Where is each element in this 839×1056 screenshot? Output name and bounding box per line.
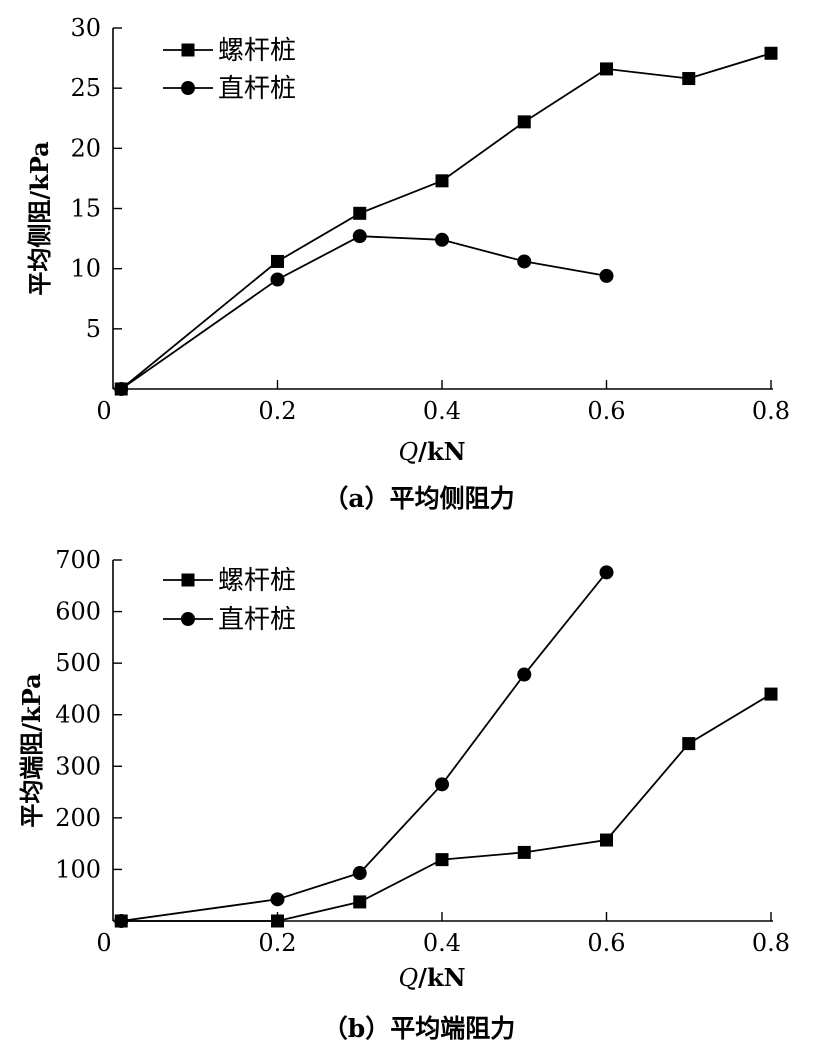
x-axis-label-unit: /kN	[418, 963, 465, 992]
data-point	[682, 737, 696, 751]
series-screw-pile	[114, 687, 778, 928]
y-axis-label: 平均侧阻/kPa	[25, 141, 54, 295]
data-point	[435, 777, 449, 792]
legend-marker	[181, 573, 195, 587]
y-tick-label: 300	[55, 752, 101, 780]
y-tick-label: 20	[70, 134, 101, 162]
x-tick-label: 0.8	[752, 929, 790, 957]
series-line	[121, 571, 608, 922]
data-point	[271, 254, 284, 268]
y-tick-label: 700	[55, 546, 101, 574]
figure-caption: （a）平均侧阻力	[323, 484, 514, 513]
data-point	[114, 914, 129, 928]
data-point	[353, 895, 367, 909]
y-tick-label: 15	[70, 195, 101, 223]
y-tick-label: 10	[70, 255, 101, 283]
data-point	[517, 115, 531, 129]
x-tick-label: 0.8	[752, 397, 790, 425]
legend-entry: 直杆桩	[163, 605, 296, 635]
series-line	[121, 693, 772, 922]
data-point	[599, 565, 614, 580]
data-point	[352, 866, 367, 881]
x-axis-label-variable: Q	[398, 964, 418, 992]
legend-label: 螺杆桩	[218, 36, 296, 66]
legend-entry: 直杆桩	[163, 74, 296, 104]
y-tick-label: 600	[55, 598, 101, 626]
data-point	[600, 62, 613, 76]
x-tick-label: 0.4	[423, 397, 461, 425]
x-tick-label: 0.4	[423, 929, 461, 957]
x-axis-label: Q/kN	[398, 437, 465, 466]
x-axis-label: Q/kN	[398, 963, 465, 992]
series-line	[120, 235, 607, 390]
legend-label: 螺杆桩	[218, 566, 296, 596]
y-tick-label: 5	[86, 315, 101, 343]
y-tick-label: 500	[55, 649, 101, 677]
data-point	[517, 845, 531, 859]
legend-marker	[181, 612, 195, 626]
data-point	[764, 46, 778, 60]
y-tick-label: 30	[70, 14, 101, 42]
series-line	[120, 52, 772, 390]
data-point	[435, 853, 449, 867]
data-point	[600, 833, 613, 847]
data-point	[352, 229, 367, 244]
y-axis-label: 平均端阻/kPa	[17, 673, 46, 827]
chart-average-side-resistance: 5 10 15 20 25 30 0 0.2 0.4 0.6 0.8 平均侧阻/kPa Q/kN （a）平…	[25, 14, 790, 513]
x-tick-label: 0.6	[587, 397, 625, 425]
x-tick-label: 0	[96, 397, 111, 425]
series-screw-pile	[114, 46, 778, 396]
x-tick-label: 0.6	[587, 929, 625, 957]
legend-entry: 螺杆桩	[163, 36, 296, 66]
x-tick-label: 0	[96, 929, 111, 957]
y-tick-label: 25	[70, 74, 101, 102]
chart-average-end-resistance: 100 200 300 400 500 600 700 0 0.2 0.4 0.6 0.8 平均端阻/k…	[17, 546, 790, 1043]
x-tick-label: 0.2	[258, 929, 296, 957]
data-point	[114, 382, 129, 396]
x-tick-label: 0.2	[258, 397, 296, 425]
legend-label: 直杆桩	[218, 74, 296, 104]
data-point	[271, 914, 284, 928]
x-axis-label-variable: Q	[398, 438, 418, 466]
figure-caption: （b）平均端阻力	[323, 1014, 515, 1043]
y-tick-label: 100	[55, 855, 101, 883]
data-point	[682, 72, 696, 86]
legend-entry: 螺杆桩	[163, 566, 296, 596]
data-point	[435, 232, 449, 247]
data-point	[270, 272, 285, 287]
y-tick-label: 400	[55, 701, 101, 729]
y-tick-label: 200	[55, 804, 101, 832]
data-point	[517, 667, 532, 682]
data-point	[764, 687, 778, 701]
legend-marker	[181, 43, 195, 57]
legend-label: 直杆桩	[218, 605, 296, 635]
legend-marker	[181, 81, 195, 95]
data-point	[435, 174, 449, 188]
data-point	[599, 268, 614, 283]
data-point	[353, 206, 367, 220]
data-point	[517, 254, 532, 269]
data-point	[270, 892, 285, 907]
series-straight-pile	[114, 229, 614, 396]
x-axis-label-unit: /kN	[418, 437, 465, 466]
series-straight-pile	[114, 565, 614, 928]
